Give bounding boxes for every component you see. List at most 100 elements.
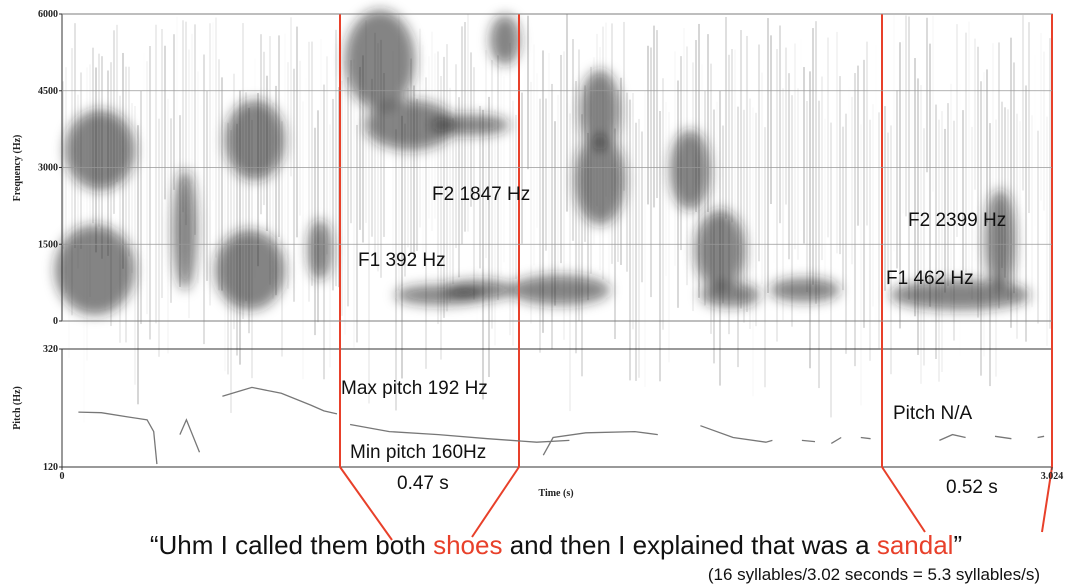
texture-stripe xyxy=(458,97,460,278)
texture-stripe xyxy=(863,59,865,328)
annotation: Max pitch 192 Hz xyxy=(341,378,488,399)
texture-stripe xyxy=(1043,51,1045,211)
texture-stripe xyxy=(455,64,457,249)
texture-stripe xyxy=(554,121,556,306)
texture-stripe xyxy=(908,16,910,300)
texture-stripe xyxy=(218,59,220,291)
texture-stripe xyxy=(416,98,418,251)
texture-stripe xyxy=(527,15,529,170)
texture-blob xyxy=(490,15,520,65)
texture-stripe xyxy=(110,62,112,327)
texture-stripe xyxy=(902,41,904,214)
texture-stripe xyxy=(890,125,892,375)
texture-stripe xyxy=(287,62,289,289)
texture-stripe xyxy=(383,72,385,237)
texture-stripe xyxy=(341,80,343,316)
texture-stripe xyxy=(521,92,523,244)
texture-stripe xyxy=(854,73,856,367)
texture-stripe xyxy=(809,71,811,369)
texture-stripe xyxy=(770,35,772,204)
y-tick-label: 6000 xyxy=(38,9,58,20)
texture-stripe xyxy=(239,90,241,365)
texture-stripe xyxy=(878,112,880,349)
texture-stripe xyxy=(998,42,1000,309)
pitch-line xyxy=(78,386,1045,465)
texture-stripe xyxy=(119,95,121,343)
texture-stripe xyxy=(785,47,787,205)
texture-stripe xyxy=(233,73,235,330)
texture-stripe xyxy=(533,44,535,265)
texture-stripe xyxy=(413,85,415,257)
texture-stripe xyxy=(209,23,211,306)
texture-stripe xyxy=(704,91,706,306)
texture-stripe xyxy=(629,99,631,381)
texture-stripe xyxy=(368,131,370,404)
texture-stripe xyxy=(350,60,352,224)
texture-stripe xyxy=(935,104,937,359)
texture-stripe xyxy=(944,128,946,293)
annotation: F2 1847 Hz xyxy=(432,184,530,205)
texture-stripe xyxy=(140,90,142,325)
texture-stripe xyxy=(1025,85,1027,342)
texture-stripe xyxy=(332,98,334,291)
texture-stripe xyxy=(281,121,283,357)
texture-stripe xyxy=(290,17,292,177)
texture-stripe xyxy=(557,94,559,290)
annotation: 0.52 s xyxy=(946,477,998,498)
texture-stripe xyxy=(830,122,832,418)
texture-stripe xyxy=(515,114,517,280)
texture-blob xyxy=(890,280,1030,310)
texture-stripe xyxy=(362,55,364,243)
texture-blob xyxy=(580,70,620,150)
texture-stripe xyxy=(353,59,355,347)
texture-blob xyxy=(985,190,1015,290)
texture-stripe xyxy=(896,90,898,269)
texture-stripe xyxy=(659,110,661,382)
texture-stripe xyxy=(497,55,499,300)
texture-stripe xyxy=(974,38,976,190)
texture-stripe xyxy=(1016,113,1018,339)
texture-stripe xyxy=(149,46,151,340)
texture-stripe xyxy=(482,109,484,400)
texture-stripe xyxy=(797,88,799,260)
texture-stripe xyxy=(917,78,919,355)
texture-stripe xyxy=(158,118,160,357)
texture-stripe xyxy=(632,92,634,330)
texture-stripe xyxy=(776,49,778,342)
texture-stripe xyxy=(170,118,172,303)
y-axis-label: Pitch (Hz) xyxy=(12,386,23,430)
texture-stripe xyxy=(245,92,247,301)
annotation: 0.47 s xyxy=(397,473,449,494)
caption-part: ” xyxy=(953,530,962,560)
texture-stripe xyxy=(728,54,730,335)
texture-stripe xyxy=(623,21,625,191)
texture-blob xyxy=(365,100,455,150)
texture-stripe xyxy=(1037,130,1039,324)
texture-stripe xyxy=(77,94,79,269)
texture-stripe xyxy=(377,43,379,272)
texture-stripe xyxy=(551,83,553,350)
texture-stripe xyxy=(320,39,322,209)
texture-stripe xyxy=(449,87,451,303)
texture-stripe xyxy=(866,41,868,226)
texture-stripe xyxy=(872,104,874,306)
texture-stripe xyxy=(791,95,793,327)
texture-stripe xyxy=(293,68,295,302)
texture-stripe xyxy=(542,50,544,333)
texture-stripe xyxy=(746,35,748,312)
texture-stripe xyxy=(575,81,577,354)
texture-stripe xyxy=(644,90,646,387)
texture-stripe xyxy=(65,67,67,294)
texture-stripe xyxy=(488,96,490,378)
texture-stripe xyxy=(161,29,163,298)
texture-stripe xyxy=(359,66,361,230)
texture-stripe xyxy=(191,34,193,184)
texture-stripe xyxy=(299,60,301,216)
texture-stripe xyxy=(650,47,652,298)
texture-blob xyxy=(700,283,760,307)
y-tick-label: 4500 xyxy=(38,86,58,97)
texture-stripe xyxy=(215,17,217,258)
texture-stripe xyxy=(182,20,184,213)
texture-stripe xyxy=(479,105,481,269)
texture-stripe xyxy=(410,58,412,254)
